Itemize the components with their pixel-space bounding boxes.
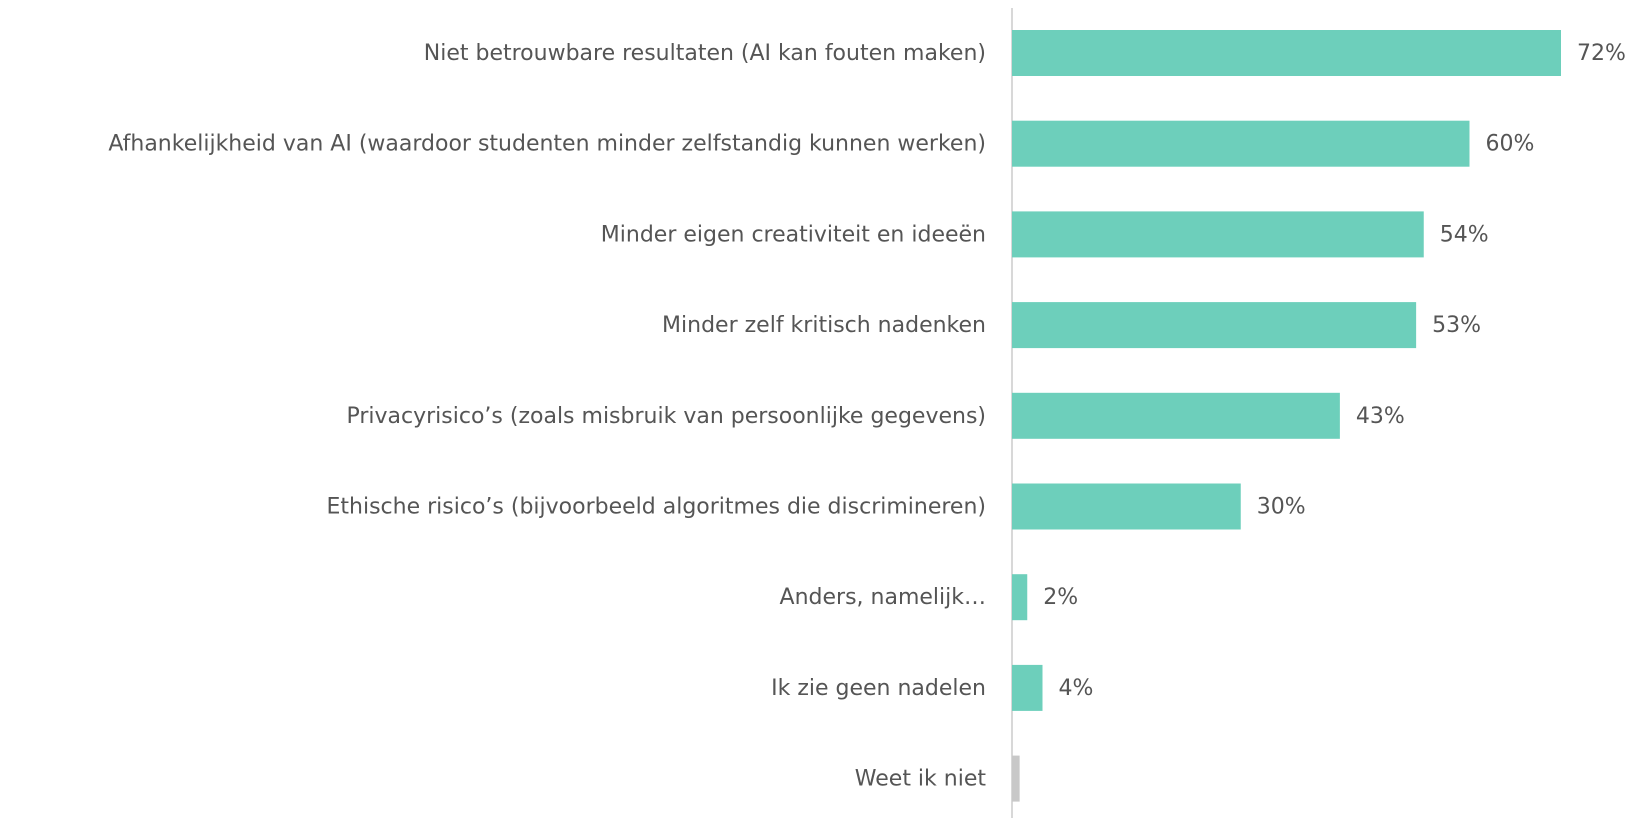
bar [1012, 211, 1424, 258]
value-label: 30% [1257, 495, 1306, 520]
bar [1012, 574, 1028, 621]
category-label: Weet ik niet [855, 767, 987, 792]
category-label: Ethische risico’s (bijvoorbeeld algoritm… [327, 495, 986, 520]
bar [1012, 120, 1470, 167]
category-label: Ik zie geen nadelen [771, 676, 986, 701]
category-label: Minder eigen creativiteit en ideeën [601, 222, 986, 247]
value-label: 54% [1440, 222, 1489, 247]
bar [1012, 755, 1020, 802]
category-label: Niet betrouwbare resultaten (AI kan fout… [424, 41, 986, 66]
bar [1012, 483, 1241, 530]
category-label: Privacyrisico’s (zoals misbruik van pers… [346, 404, 986, 429]
bar [1012, 392, 1340, 439]
value-label: 2% [1043, 585, 1078, 610]
value-label: 4% [1059, 676, 1094, 701]
bar [1012, 664, 1043, 711]
value-label: 53% [1432, 313, 1481, 338]
value-label: 43% [1356, 404, 1405, 429]
category-label: Afhankelijkheid van AI (waardoor student… [108, 132, 986, 157]
category-label: Minder zelf kritisch nadenken [662, 313, 986, 338]
value-label: 60% [1486, 132, 1535, 157]
category-label: Anders, namelijk… [780, 585, 986, 610]
bar [1012, 302, 1417, 349]
value-label: 72% [1577, 41, 1626, 66]
bar [1012, 30, 1561, 76]
